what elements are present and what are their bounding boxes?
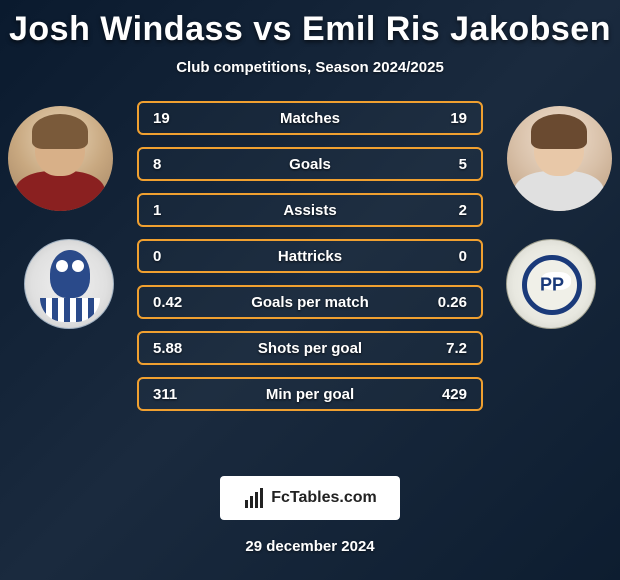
player-shoulders-icon (15, 171, 105, 211)
stat-label: Matches (280, 110, 340, 127)
stat-label: Hattricks (278, 248, 342, 265)
subtitle: Club competitions, Season 2024/2025 (0, 59, 620, 76)
brand-footer: FcTables.com (220, 476, 400, 520)
player-hair-icon (32, 114, 88, 149)
stat-row: 8 Goals 5 (137, 147, 483, 181)
player-hair-icon (531, 114, 587, 149)
stat-value-left: 1 (153, 202, 193, 219)
stats-table: 19 Matches 19 8 Goals 5 1 Assists 2 0 Hattricks 0 0.… (137, 101, 483, 423)
stat-value-right: 5 (427, 156, 467, 173)
stat-row: 0.42 Goals per match 0.26 (137, 285, 483, 319)
stat-value-right: 7.2 (427, 340, 467, 357)
date-label: 29 december 2024 (245, 538, 374, 555)
stat-value-right: 429 (427, 386, 467, 403)
player-shoulders-icon (514, 171, 604, 211)
stat-value-left: 0.42 (153, 294, 193, 311)
stat-row: 311 Min per goal 429 (137, 377, 483, 411)
club-logo-right: PP (506, 239, 596, 329)
stat-value-left: 311 (153, 386, 193, 403)
player-photo-left (8, 106, 113, 211)
stat-value-left: 8 (153, 156, 193, 173)
stat-value-left: 19 (153, 110, 193, 127)
player-photo-right (507, 106, 612, 211)
bar-chart-icon (243, 486, 267, 510)
pp-text-icon: PP (540, 275, 564, 296)
stat-row: 1 Assists 2 (137, 193, 483, 227)
stat-label: Goals (289, 156, 331, 173)
owl-icon (50, 250, 90, 298)
brand-text: FcTables.com (271, 489, 377, 507)
shield-stripes-icon (40, 298, 100, 322)
stat-value-right: 19 (427, 110, 467, 127)
stat-value-left: 0 (153, 248, 193, 265)
stat-value-right: 0 (427, 248, 467, 265)
stat-row: 5.88 Shots per goal 7.2 (137, 331, 483, 365)
stat-label: Assists (283, 202, 336, 219)
club-logo-left (24, 239, 114, 329)
stat-row: 19 Matches 19 (137, 101, 483, 135)
stat-label: Goals per match (251, 294, 369, 311)
stat-row: 0 Hattricks 0 (137, 239, 483, 273)
page-title: Josh Windass vs Emil Ris Jakobsen (0, 0, 620, 49)
stat-label: Min per goal (266, 386, 354, 403)
pp-badge-icon: PP (522, 255, 582, 315)
stat-value-right: 2 (427, 202, 467, 219)
stat-value-right: 0.26 (427, 294, 467, 311)
stat-value-left: 5.88 (153, 340, 193, 357)
stat-label: Shots per goal (258, 340, 362, 357)
